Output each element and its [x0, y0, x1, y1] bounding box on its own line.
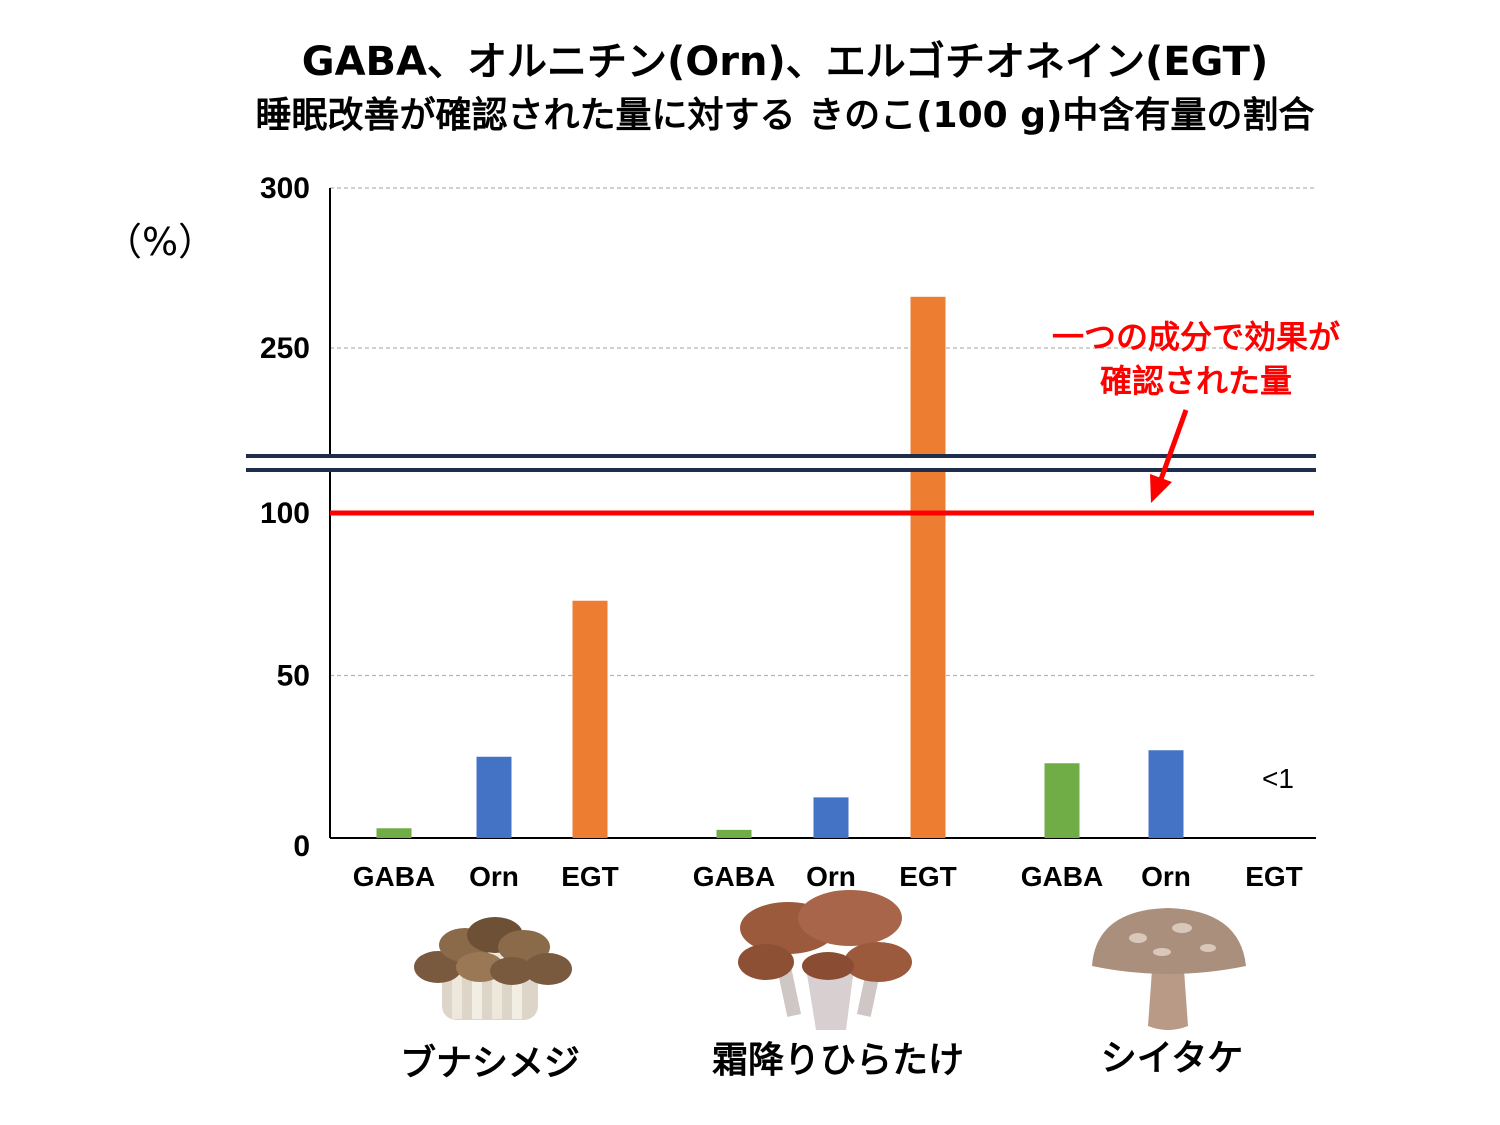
bar-g0-egt [572, 600, 608, 838]
axis-break-gap [246, 458, 1316, 470]
bar-g1-gaba [716, 829, 752, 838]
x-label-g1-orn: Orn [806, 861, 856, 892]
shiitake-icon [1092, 908, 1246, 1030]
y-tick-label-250: 250 [260, 332, 310, 365]
bar-g0-gaba [376, 828, 412, 838]
group-label-shimofuri-hiratake: 霜降りひらたけ [712, 1040, 964, 1081]
gridlines [330, 187, 1316, 677]
y-tick-label-300: 300 [260, 172, 310, 205]
x-label-g0-gaba: GABA [353, 861, 435, 892]
chart-title: GABA、オルニチン(Orn)、エルゴチオネイン(EGT) [302, 39, 1269, 85]
x-category-labels: GABA Orn EGT GABA Orn EGT GABA Orn EGT [353, 861, 1303, 892]
reference-arrow [1150, 409, 1189, 503]
y-tick-label-100: 100 [260, 497, 310, 530]
bar-g1-orn [813, 797, 849, 838]
x-label-g1-gaba: GABA [693, 861, 775, 892]
shimofuri-hiratake-icon [738, 890, 912, 1030]
bars [376, 296, 1184, 838]
x-label-g2-gaba: GABA [1021, 861, 1103, 892]
reference-label-line2: 確認された量 [1100, 362, 1292, 400]
x-label-g1-egt: EGT [899, 861, 957, 892]
bar-value-label-shiitake-egt: <1 [1262, 763, 1294, 794]
x-label-g0-egt: EGT [561, 861, 619, 892]
chart-subtitle: 睡眠改善が確認された量に対する きのこ(100 g)中含有量の割合 [256, 95, 1315, 136]
reference-label-line1: 一つの成分で効果が [1052, 318, 1340, 356]
buna-shimeji-icon [414, 917, 572, 1020]
group-label-buna-shimeji: ブナシメジ [400, 1042, 580, 1084]
bar-g2-gaba [1044, 763, 1080, 838]
bar-g2-orn [1148, 750, 1184, 838]
bar-g1-egt [910, 296, 946, 838]
group-label-shiitake: シイタケ [1101, 1038, 1244, 1079]
y-axis-unit: （%） [104, 220, 216, 264]
x-label-g2-orn: Orn [1141, 861, 1191, 892]
y-tick-label-50: 50 [277, 660, 310, 693]
y-tick-labels: 0 50 100 250 300 [260, 172, 310, 863]
y-tick-label-0: 0 [293, 830, 310, 863]
x-label-g2-egt: EGT [1245, 861, 1303, 892]
x-label-g0-orn: Orn [469, 861, 519, 892]
bar-g0-orn [476, 756, 512, 838]
